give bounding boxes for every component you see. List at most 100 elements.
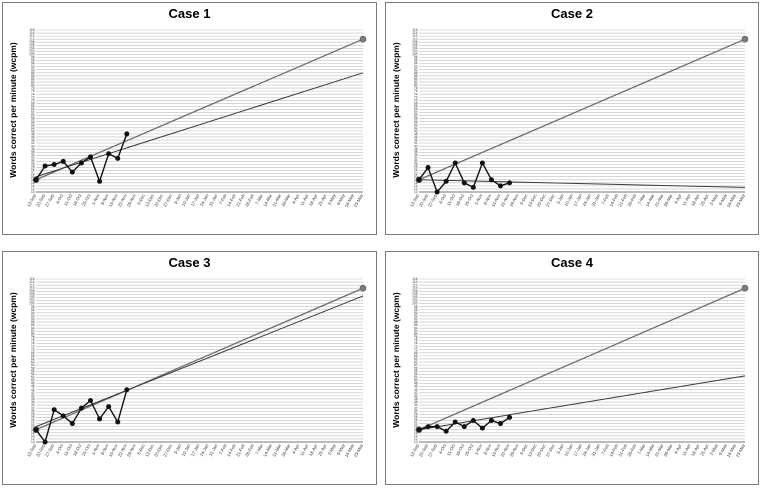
- y-tick-label: 24: [414, 169, 418, 173]
- x-tick-label: 7-Mar: [254, 193, 264, 206]
- y-tick-label: 82: [31, 80, 35, 84]
- x-tick-label: 6-Dec: [519, 442, 529, 455]
- y-tick-label: 28: [31, 163, 35, 167]
- x-tick-label: 3-Jan: [173, 443, 183, 455]
- x-tick-label: 7-Mar: [637, 193, 647, 206]
- chart-title: Case 3: [168, 255, 211, 270]
- y-tick-label: 82: [414, 80, 418, 84]
- data-point: [434, 424, 440, 430]
- y-tick-label: 68: [414, 101, 418, 105]
- x-tick-label: 11-Apr: [299, 193, 310, 207]
- y-tick-label: 100: [29, 53, 35, 57]
- y-tick-label: 56: [414, 369, 418, 373]
- y-tick-label: 50: [31, 379, 35, 383]
- x-tick-label: 14-Feb: [608, 193, 619, 208]
- y-tick-label: 22: [414, 172, 418, 176]
- data-point: [124, 387, 130, 393]
- y-tick-label: 14: [414, 434, 418, 438]
- y-tick-label: 22: [31, 172, 35, 176]
- y-tick-label: 98: [31, 56, 35, 60]
- x-tick-label: 15-Nov: [108, 192, 119, 207]
- y-tick-label: 90: [414, 68, 418, 72]
- x-tick-label: 27-Sep: [44, 193, 55, 208]
- x-tick-label: 18-Oct: [455, 192, 466, 206]
- data-point: [434, 189, 440, 195]
- x-tick-label: 20-Sep: [35, 443, 46, 458]
- y-tick-label: 30: [31, 409, 35, 413]
- data-point: [42, 439, 48, 445]
- goal-end-point: [359, 35, 367, 43]
- x-tick-label: 17-Jan: [190, 443, 201, 457]
- y-tick-label: 58: [414, 117, 418, 121]
- trend-line: [35, 295, 364, 428]
- y-tick-label: 104: [412, 296, 418, 300]
- x-tick-label: 20-Sep: [35, 193, 46, 208]
- y-tick-label: 78: [414, 336, 418, 340]
- y-tick-label: 38: [31, 147, 35, 151]
- y-tick-label: 12: [31, 437, 35, 441]
- x-tick-label: 21-Feb: [235, 193, 246, 208]
- x-tick-label: 23-May: [735, 192, 747, 208]
- data-point: [416, 427, 422, 433]
- y-tick-label: 76: [414, 339, 418, 343]
- y-tick-label: 92: [414, 314, 418, 318]
- x-tick-label: 11-Apr: [299, 443, 310, 457]
- y-tick-label: 84: [414, 326, 418, 330]
- y-tick-label: 72: [414, 345, 418, 349]
- y-tick-label: 40: [31, 144, 35, 148]
- x-tick-label: 20-Sep: [418, 193, 429, 208]
- y-tick-label: 66: [414, 354, 418, 358]
- y-tick-label: 54: [31, 372, 35, 376]
- data-point: [51, 407, 57, 413]
- x-tick-label: 2-May: [709, 192, 719, 206]
- x-tick-label: 20-Dec: [536, 192, 547, 207]
- observed-series: [33, 131, 130, 184]
- y-tick-label: 98: [414, 305, 418, 309]
- data-point: [443, 178, 449, 184]
- y-tick-label: 104: [412, 46, 418, 50]
- y-tick-label: 28: [414, 412, 418, 416]
- y-tick-label: 60: [31, 114, 35, 118]
- y-tick-label: 48: [31, 382, 35, 386]
- x-tick-label: 24-Jan: [199, 443, 210, 457]
- x-tick-label: 4-Apr: [673, 443, 683, 455]
- x-tick-label: 4-Apr: [673, 193, 683, 205]
- y-tick-label: 116: [29, 28, 34, 32]
- x-tick-label: 10-Jan: [181, 443, 192, 457]
- y-tick-label: 44: [31, 138, 35, 142]
- chart-plot: 1012141618202224262830323436384042444648…: [409, 277, 749, 458]
- trend-line: [35, 72, 364, 178]
- y-tick-label: 106: [29, 43, 35, 47]
- x-tick-label: 25-Apr: [699, 193, 710, 207]
- y-tick-label: 38: [414, 147, 418, 151]
- y-tick-label: 34: [31, 153, 35, 157]
- y-tick-label: 62: [31, 360, 35, 364]
- y-tick-label: 64: [414, 357, 418, 361]
- y-tick-label: 16: [414, 181, 418, 185]
- y-tick-label: 46: [31, 385, 35, 389]
- chart-title: Case 1: [168, 6, 211, 21]
- y-tick-label: 10: [31, 190, 35, 194]
- x-tick-label: 21-Mar: [271, 193, 282, 208]
- data-point: [488, 417, 494, 423]
- x-tick-label: 14-Mar: [645, 443, 656, 458]
- y-tick-label: 88: [414, 71, 418, 75]
- x-tick-label: 22-Nov: [500, 442, 511, 457]
- y-tick-label: 92: [414, 65, 418, 69]
- y-tick-label: 48: [31, 132, 35, 136]
- x-tick-label: 7-Feb: [218, 443, 228, 456]
- y-tick-label: 20: [414, 425, 418, 429]
- observed-line: [35, 389, 128, 444]
- y-tick-label: 50: [414, 379, 418, 383]
- x-tick-label: 1-Nov: [473, 442, 483, 455]
- x-tick-label: 7-Mar: [637, 443, 647, 456]
- x-tick-label: 3-Jan: [173, 193, 183, 205]
- y-tick-label: 42: [31, 391, 35, 395]
- x-tick-label: 28-Feb: [626, 193, 637, 208]
- x-tick-label: 4-Oct: [438, 192, 448, 204]
- y-tick-label: 14: [414, 184, 418, 188]
- data-point: [498, 183, 503, 189]
- y-tick-label: 80: [31, 332, 35, 336]
- x-tick-label: 27-Dec: [162, 442, 173, 457]
- x-tick-label: 28-Feb: [244, 193, 255, 208]
